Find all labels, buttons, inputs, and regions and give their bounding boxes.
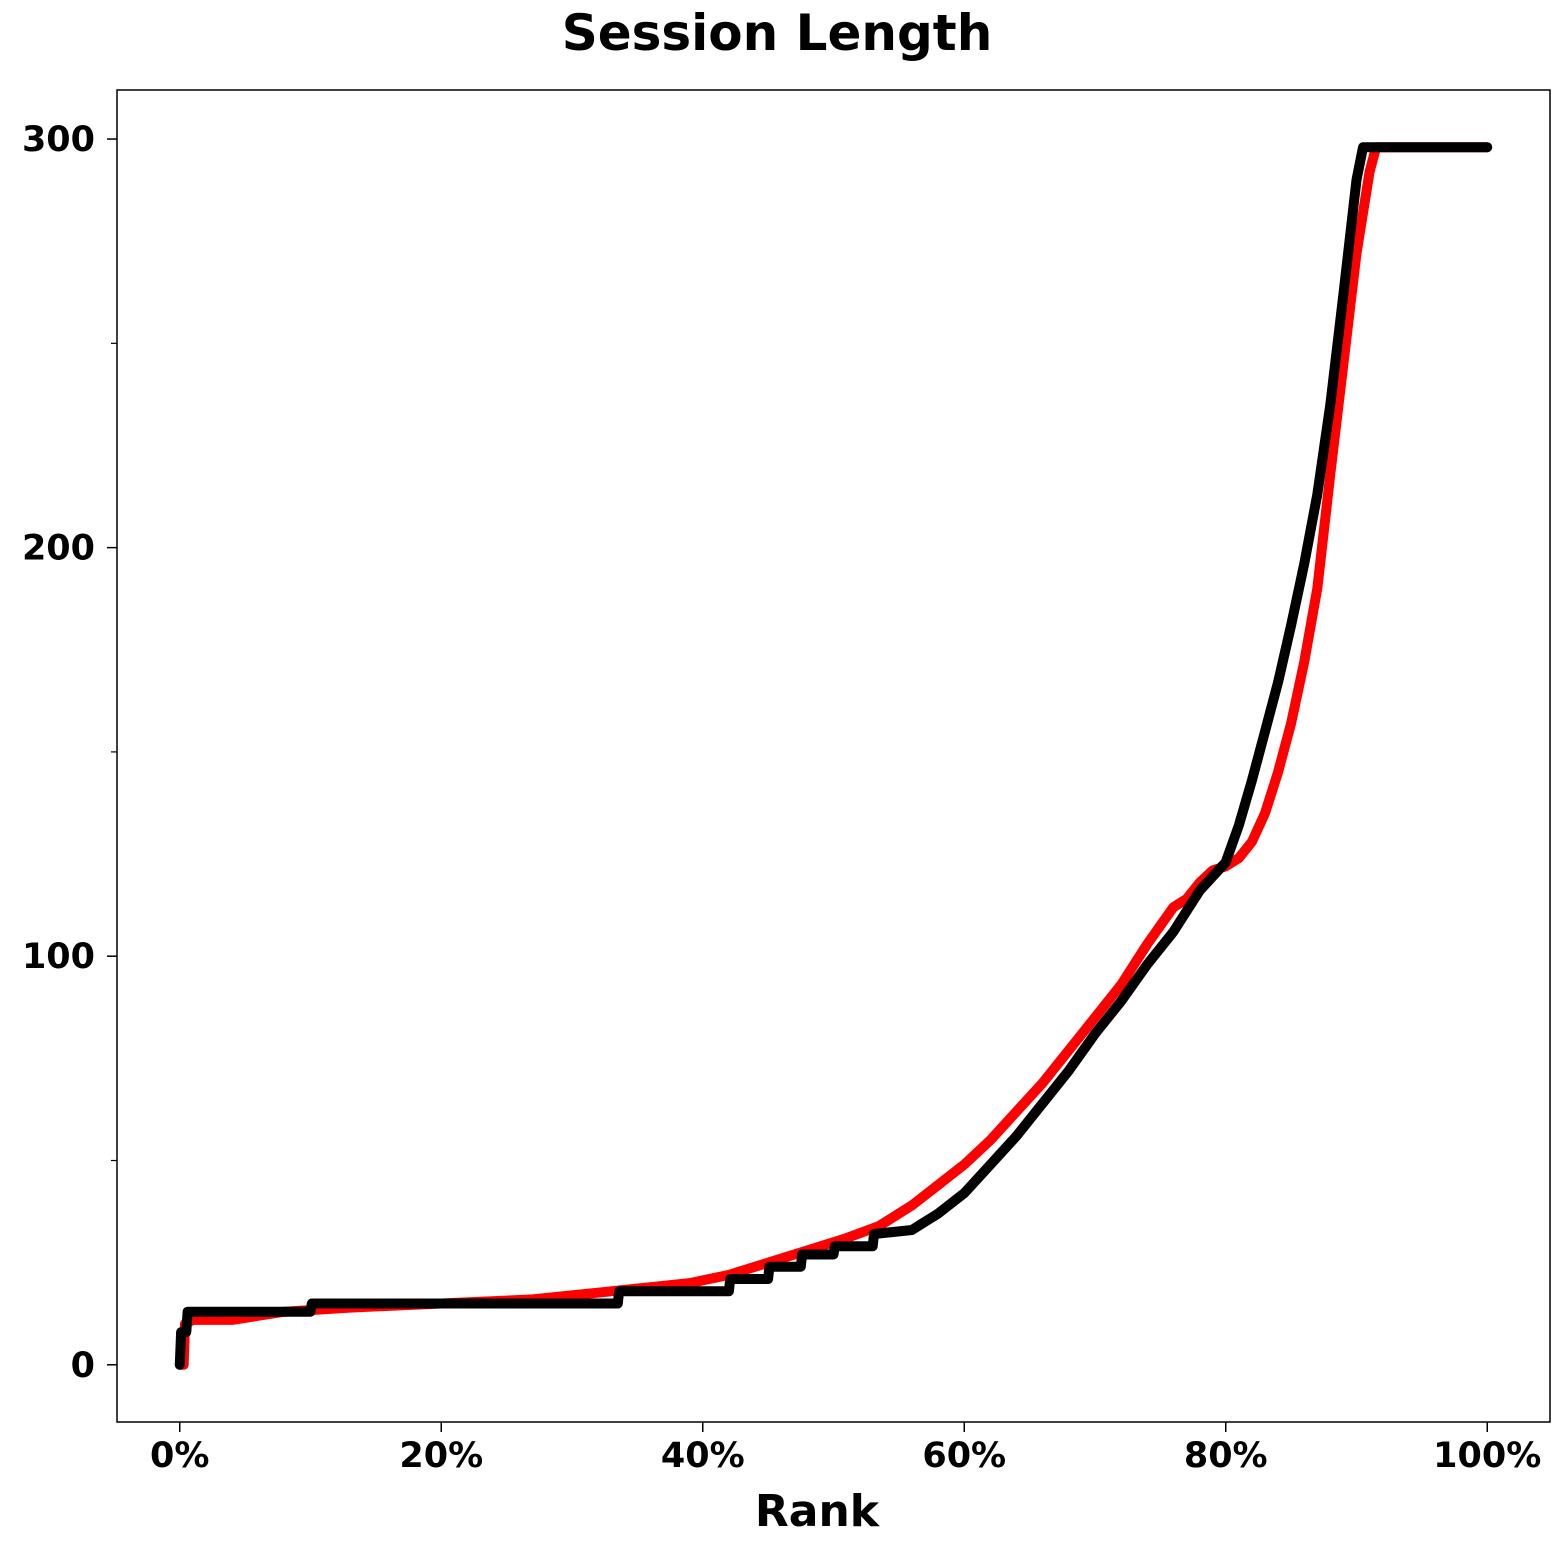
y-tick-label: 200 bbox=[22, 529, 95, 569]
chart-title: Session Length bbox=[562, 4, 993, 62]
y-axis: 0 100 200 300 bbox=[22, 120, 117, 1386]
plot-area-frame bbox=[116, 89, 1551, 1423]
x-axis: 0% 20% 40% 60% 80% 100% bbox=[150, 1422, 1541, 1476]
x-tick-label: 100% bbox=[1433, 1436, 1541, 1476]
y-tick-label: 0 bbox=[71, 1346, 95, 1386]
series-layer bbox=[174, 142, 1493, 1370]
x-tick-label: 20% bbox=[399, 1436, 483, 1476]
y-tick-label: 300 bbox=[22, 120, 95, 160]
x-axis-label: Rank bbox=[755, 1486, 881, 1537]
series-line-red bbox=[174, 142, 1493, 1370]
x-tick-label: 80% bbox=[1184, 1436, 1268, 1476]
x-tick-label: 40% bbox=[661, 1436, 745, 1476]
x-tick-label: 0% bbox=[150, 1436, 209, 1476]
x-tick-label: 60% bbox=[922, 1436, 1006, 1476]
y-tick-label: 100 bbox=[22, 937, 95, 977]
series-line-black bbox=[174, 142, 1493, 1370]
